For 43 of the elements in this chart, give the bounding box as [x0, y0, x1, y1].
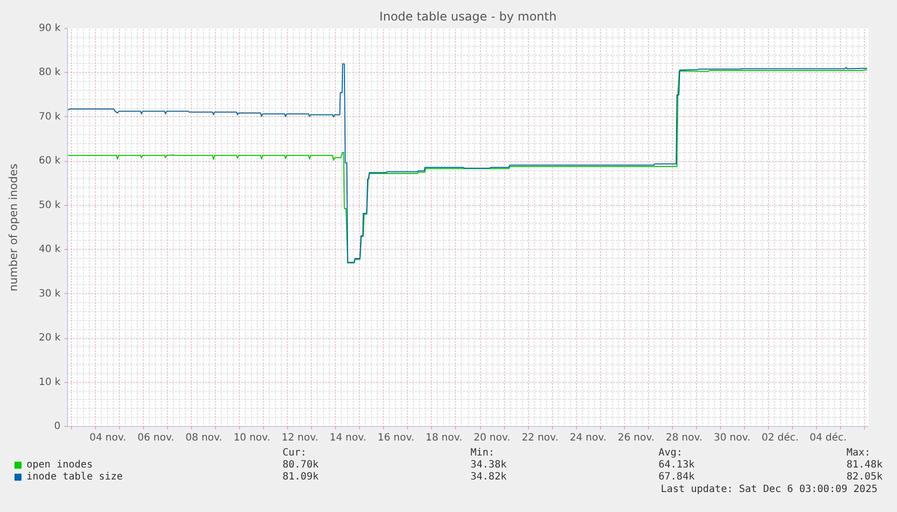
text: Max: [846, 448, 871, 459]
y-tick-label: 10 k [38, 376, 61, 388]
text: Min: [470, 448, 495, 459]
x-tick-label: 24 nov. [570, 432, 606, 444]
y-tick-label: 50 k [38, 200, 61, 211]
x-tick-label: 18 nov. [426, 432, 462, 444]
chart-title: Inode table usage - by month [379, 10, 557, 24]
x-tick-label: 20 nov. [474, 432, 510, 444]
x-tick-label: 16 nov. [378, 432, 414, 444]
text: 67.84k [658, 472, 695, 483]
text: Avg: [658, 448, 683, 459]
y-tick-label: 90 k [38, 23, 61, 34]
x-tick-label: 22 nov. [522, 432, 558, 444]
x-tick-label: 28 nov. [666, 432, 702, 444]
text: 81.48k [846, 460, 883, 471]
text: 80.70k [282, 460, 319, 471]
text: 34.82k [470, 472, 507, 483]
x-tick-label: 14 nov. [330, 432, 366, 444]
text: 82.05k [846, 472, 883, 483]
x-tick-label: 04 nov. [90, 432, 126, 444]
legend-label: inode table size [26, 472, 123, 483]
text: 64.13k [658, 460, 695, 471]
y-tick-label: 60 k [38, 156, 61, 167]
y-axis-title: number of open inodes [6, 163, 20, 292]
legend-label: open inodes [26, 460, 93, 471]
y-tick-label: 20 k [38, 332, 61, 344]
y-tick-label: 30 k [38, 288, 61, 300]
text: Last update: Sat Dec 6 03:00:09 2025 [660, 484, 878, 495]
x-tick-label: 08 nov. [186, 432, 222, 444]
y-tick-label: 40 k [38, 244, 61, 256]
y-tick-label: 70 k [38, 111, 61, 122]
x-tick-label: 30 nov. [714, 432, 750, 444]
text: 34.38k [470, 460, 507, 471]
x-tick-label: 04 déc. [810, 432, 847, 444]
y-tick-label: 0 [54, 421, 61, 432]
y-tick-label: 80 k [38, 67, 61, 78]
text: Cur: [282, 448, 307, 459]
x-tick-label: 12 nov. [282, 432, 318, 444]
text: 81.09k [282, 472, 319, 483]
x-tick-label: 02 déc. [762, 432, 799, 444]
x-tick-label: 10 nov. [234, 432, 270, 444]
x-tick-label: 06 nov. [138, 432, 174, 444]
x-tick-label: 26 nov. [618, 432, 654, 444]
